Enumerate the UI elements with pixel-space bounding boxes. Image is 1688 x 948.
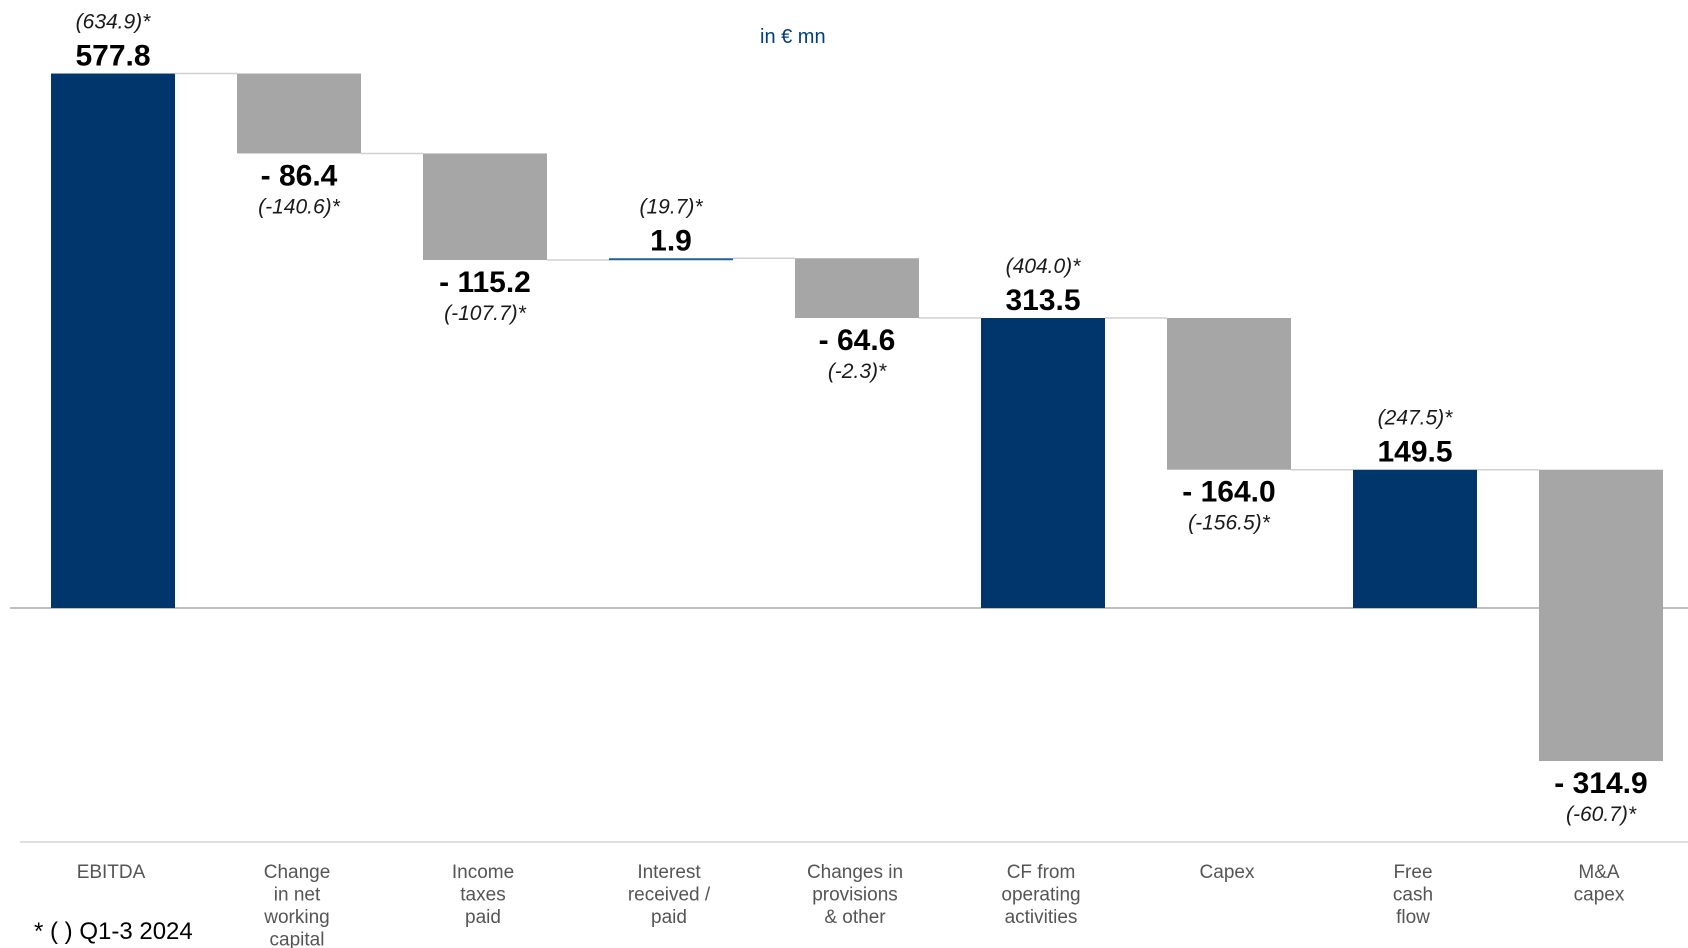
value-label-2: - 115.2 bbox=[439, 266, 531, 299]
category-label-4-0: Changes in bbox=[807, 862, 903, 883]
category-label-8-1: capex bbox=[1574, 885, 1625, 906]
category-label-8-0: M&A bbox=[1578, 862, 1620, 883]
footnote: * ( ) Q1-3 2024 bbox=[34, 918, 193, 945]
bar-4 bbox=[795, 258, 919, 319]
category-label-7-0: Free bbox=[1393, 862, 1432, 883]
bar-6 bbox=[1167, 318, 1291, 470]
category-label-2-1: taxes bbox=[460, 885, 505, 906]
value-label-8: - 314.9 bbox=[1554, 767, 1647, 800]
category-label-7-2: flow bbox=[1396, 907, 1430, 928]
unit-note: in € mn bbox=[760, 26, 826, 48]
value-label-1: - 86.4 bbox=[261, 159, 338, 192]
bar-7 bbox=[1353, 469, 1477, 608]
prior-label-1: (-140.6)* bbox=[258, 195, 341, 218]
value-label-3: 1.9 bbox=[650, 224, 692, 257]
value-label-6: - 164.0 bbox=[1182, 476, 1275, 509]
bar-0 bbox=[51, 73, 175, 608]
value-label-0: 577.8 bbox=[75, 40, 150, 73]
category-label-0-0: EBITDA bbox=[77, 862, 146, 883]
prior-label-0: (634.9)* bbox=[76, 11, 152, 34]
category-label-1-0: Change bbox=[264, 862, 331, 883]
bar-1 bbox=[237, 73, 361, 154]
category-label-5-0: CF from bbox=[1007, 862, 1076, 883]
category-label-6-0: Capex bbox=[1200, 862, 1255, 883]
bar-2 bbox=[423, 153, 547, 261]
category-label-2-2: paid bbox=[465, 907, 501, 928]
prior-label-2: (-107.7)* bbox=[444, 302, 527, 325]
value-label-7: 149.5 bbox=[1377, 436, 1452, 469]
category-label-4-2: & other bbox=[824, 907, 886, 928]
category-label-3-2: paid bbox=[651, 907, 687, 928]
value-label-4: - 64.6 bbox=[819, 324, 896, 357]
prior-label-3: (19.7)* bbox=[639, 195, 703, 218]
category-label-4-1: provisions bbox=[812, 885, 898, 906]
category-label-2-0: Income bbox=[452, 862, 514, 883]
category-label-3-1: received / bbox=[628, 885, 711, 906]
category-label-3-0: Interest bbox=[637, 862, 701, 883]
prior-label-8: (-60.7)* bbox=[1566, 803, 1637, 826]
category-label-5-2: activities bbox=[1005, 907, 1078, 928]
prior-label-7: (247.5)* bbox=[1378, 407, 1454, 430]
category-label-1-1: in net bbox=[274, 885, 321, 906]
category-label-7-1: cash bbox=[1393, 885, 1433, 906]
value-label-5: 313.5 bbox=[1005, 284, 1080, 317]
bar-8 bbox=[1539, 469, 1663, 761]
prior-label-5: (404.0)* bbox=[1006, 255, 1082, 278]
category-label-1-2: working bbox=[263, 907, 329, 928]
bar-3 bbox=[609, 258, 733, 261]
category-label-5-1: operating bbox=[1001, 885, 1080, 906]
bar-5 bbox=[981, 318, 1105, 608]
category-label-1-3: capital bbox=[270, 930, 325, 948]
prior-label-4: (-2.3)* bbox=[828, 360, 887, 383]
prior-label-6: (-156.5)* bbox=[1188, 512, 1271, 535]
